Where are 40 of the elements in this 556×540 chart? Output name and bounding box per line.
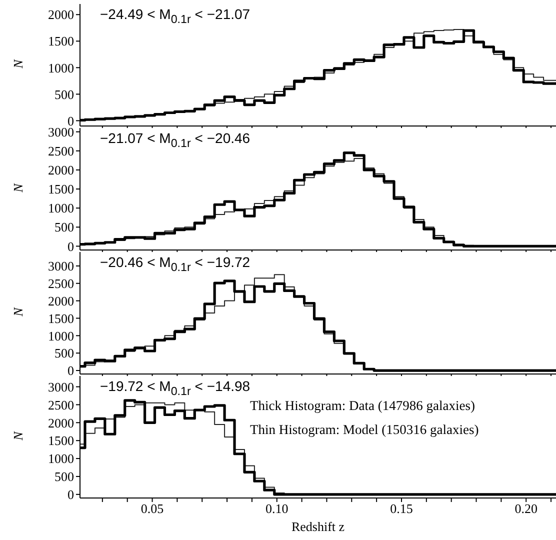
annotation: −19.72 < M$_{0.1r}$ < −14.98 — [100, 378, 250, 398]
y-axis-title: N — [10, 60, 26, 68]
y-tick-label: 1500 — [48, 310, 74, 326]
y-tick-label: 500 — [54, 220, 74, 235]
y-tick-label: 2000 — [48, 7, 74, 22]
annotation: Thin Histogram: Model (150316 galaxies) — [250, 422, 479, 438]
x-axis-title: Redshift z — [290, 519, 346, 535]
annotation: −21.07 < M$_{0.1r}$ < −20.46 — [100, 130, 250, 150]
y-tick-label: 0 — [68, 487, 74, 502]
x-tick-label: 0.10 — [266, 501, 288, 516]
y-tick-label: 0 — [68, 238, 74, 254]
y-axis-title: N — [10, 184, 26, 192]
y-tick-label: 3000 — [48, 379, 74, 394]
y-tick-label: 1500 — [48, 34, 74, 49]
y-tick-label: 1000 — [48, 60, 74, 76]
y-tick-label: 1500 — [48, 433, 74, 448]
y-tick-label: 0 — [68, 363, 74, 378]
x-tick-label: 0.20 — [514, 501, 538, 516]
y-tick-label: 3000 — [48, 258, 74, 274]
annotation: −20.46 < M$_{0.1r}$ < −19.72 — [100, 254, 250, 274]
y-tick-label: 2000 — [48, 415, 74, 430]
y-tick-label: 500 — [54, 346, 74, 361]
y-tick-label: 2000 — [48, 162, 74, 178]
y-tick-label: 0 — [68, 113, 74, 128]
y-tick-label: 1000 — [48, 328, 74, 344]
y-tick-label: 2500 — [48, 276, 74, 291]
x-tick-label: 0.15 — [390, 501, 413, 516]
x-tick-label: 0.05 — [140, 501, 164, 516]
y-axis-title: N — [10, 432, 26, 440]
y-tick-label: 1500 — [48, 182, 74, 197]
y-tick-label: 2000 — [48, 293, 74, 308]
y-tick-label: 500 — [54, 86, 74, 102]
annotation: −24.49 < M$_{0.1r}$ < −21.07 — [100, 6, 250, 26]
y-tick-label: 500 — [54, 469, 74, 484]
y-tick-label: 2500 — [48, 143, 74, 158]
y-tick-label: 1000 — [48, 451, 74, 466]
y-axis-title: N — [10, 308, 26, 316]
annotation: Thick Histogram: Data (147986 galaxies) — [250, 398, 475, 414]
y-tick-label: 1000 — [48, 200, 74, 216]
y-tick-label: 2500 — [48, 397, 74, 412]
